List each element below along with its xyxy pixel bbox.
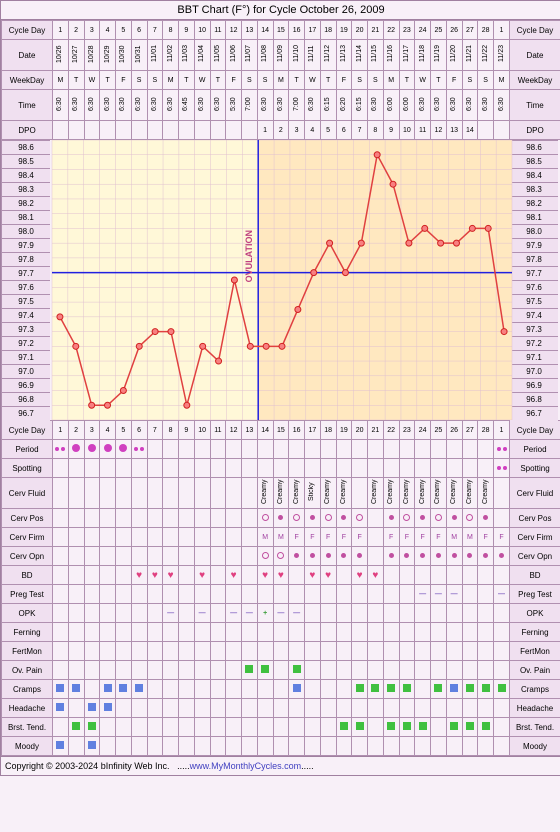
- label-dpo: DPO: [2, 121, 53, 140]
- chart-title: BBT Chart (F°) for Cycle October 26, 200…: [1, 1, 560, 20]
- ovulation-label: OVULATION: [244, 230, 254, 282]
- label-date: Date: [2, 40, 53, 71]
- label-time: Time: [2, 90, 53, 121]
- copyright: Copyright © 2003-2024 bInfinity Web Inc.: [5, 761, 170, 771]
- footer-table: Cycle Day1234567891011121314151617181920…: [1, 420, 560, 756]
- footer: Copyright © 2003-2024 bInfinity Web Inc.…: [1, 756, 560, 775]
- header-table: Cycle Day1234567891011121314151617181920…: [1, 20, 560, 140]
- chart-svg: [2, 140, 560, 420]
- footer-link[interactable]: www.MyMonthlyCycles.com: [190, 761, 302, 771]
- bbt-chart-container: BBT Chart (F°) for Cycle October 26, 200…: [0, 0, 560, 776]
- label-cycleday: Cycle Day: [2, 21, 53, 40]
- temperature-chart: 98.698.598.498.398.298.198.097.997.897.7…: [1, 140, 560, 420]
- label-weekday: WeekDay: [2, 71, 53, 90]
